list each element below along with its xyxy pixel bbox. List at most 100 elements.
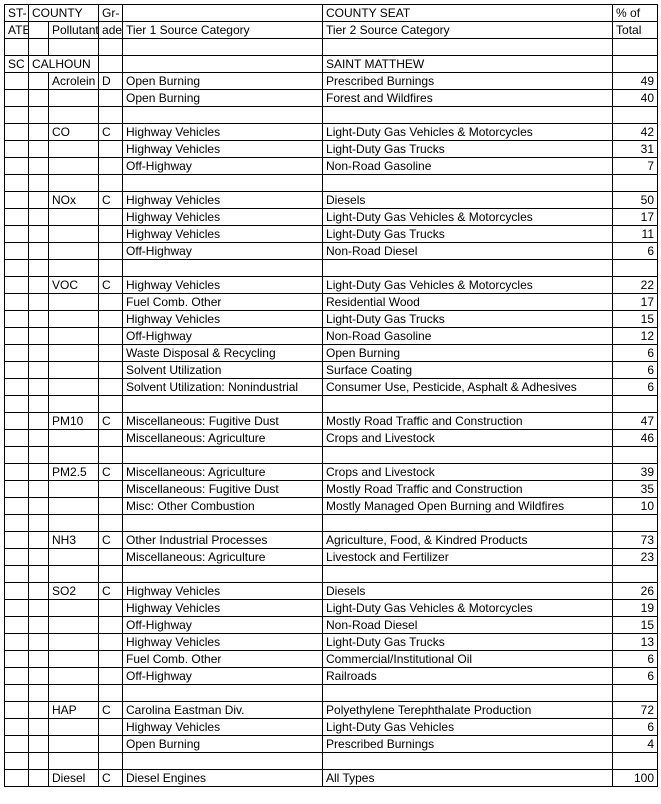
hdr-tier1: Tier 1 Source Category	[123, 22, 323, 39]
tier2-cell: Non-Road Diesel	[323, 617, 613, 634]
tier2-cell: Mostly Road Traffic and Construction	[323, 413, 613, 430]
hdr-county-seat: COUNTY SEAT	[323, 5, 613, 22]
county-seat-cell: SAINT MATTHEW	[323, 56, 613, 73]
pct-cell: 10	[613, 498, 658, 515]
tier1-cell: Highway Vehicles	[123, 719, 323, 736]
tier1-cell: Solvent Utilization: Nonindustrial	[123, 379, 323, 396]
tier1-cell: Fuel Comb. Other	[123, 651, 323, 668]
pct-cell: 26	[613, 583, 658, 600]
tier2-cell: Prescribed Burnings	[323, 73, 613, 90]
pollutant-cell: NOx	[49, 192, 99, 209]
tier2-cell: Railroads	[323, 668, 613, 685]
tier1-cell: Miscellaneous: Fugitive Dust	[123, 413, 323, 430]
tier1-cell: Solvent Utilization	[123, 362, 323, 379]
tier1-cell: Miscellaneous: Agriculture	[123, 430, 323, 447]
tier1-cell: Highway Vehicles	[123, 226, 323, 243]
tier2-cell: Crops and Livestock	[323, 464, 613, 481]
pct-cell: 6	[613, 719, 658, 736]
pollutant-cell: SO2	[49, 583, 99, 600]
tier1-cell: Diesel Engines	[123, 770, 323, 787]
tier2-cell: Forest and Wildfires	[323, 90, 613, 107]
pct-cell: 12	[613, 328, 658, 345]
pct-cell: 42	[613, 124, 658, 141]
pollutant-cell: CO	[49, 124, 99, 141]
grade-cell: C	[99, 464, 123, 481]
pollutant-cell: NH3	[49, 532, 99, 549]
pct-cell: 72	[613, 702, 658, 719]
pct-cell: 39	[613, 464, 658, 481]
hdr-tier2: Tier 2 Source Category	[323, 22, 613, 39]
tier1-cell: Highway Vehicles	[123, 277, 323, 294]
tier2-cell: Light-Duty Gas Vehicles & Motorcycles	[323, 600, 613, 617]
pollutant-cell: HAP	[49, 702, 99, 719]
tier1-cell: Highway Vehicles	[123, 192, 323, 209]
pct-cell: 6	[613, 668, 658, 685]
tier2-cell: Non-Road Gasoline	[323, 328, 613, 345]
pollutant-cell: PM10	[49, 413, 99, 430]
tier2-cell: Consumer Use, Pesticide, Asphalt & Adhes…	[323, 379, 613, 396]
pct-cell: 31	[613, 141, 658, 158]
pct-cell: 47	[613, 413, 658, 430]
hdr-state: ST-	[5, 5, 29, 22]
tier1-cell: Open Burning	[123, 90, 323, 107]
pct-cell: 6	[613, 243, 658, 260]
pct-cell: 35	[613, 481, 658, 498]
tier2-cell: Light-Duty Gas Vehicles	[323, 719, 613, 736]
grade-cell: C	[99, 124, 123, 141]
tier2-cell: Diesels	[323, 192, 613, 209]
tier2-cell: Light-Duty Gas Trucks	[323, 226, 613, 243]
grade-cell: C	[99, 702, 123, 719]
pct-cell: 23	[613, 549, 658, 566]
tier2-cell: Livestock and Fertilizer	[323, 549, 613, 566]
tier1-cell: Highway Vehicles	[123, 634, 323, 651]
tier2-cell: Polyethylene Terephthalate Production	[323, 702, 613, 719]
tier1-cell: Highway Vehicles	[123, 311, 323, 328]
pct-cell: 11	[613, 226, 658, 243]
pct-cell: 6	[613, 362, 658, 379]
tier1-cell: Highway Vehicles	[123, 124, 323, 141]
tier2-cell: Mostly Managed Open Burning and Wildfire…	[323, 498, 613, 515]
state-cell: SC	[5, 56, 29, 73]
pct-cell: 15	[613, 311, 658, 328]
tier2-cell: Diesels	[323, 583, 613, 600]
grade-cell: D	[99, 73, 123, 90]
pct-cell: 100	[613, 770, 658, 787]
tier1-cell: Open Burning	[123, 73, 323, 90]
grade-cell: C	[99, 532, 123, 549]
tier1-cell: Off-Highway	[123, 668, 323, 685]
pct-cell: 6	[613, 651, 658, 668]
tier1-cell: Waste Disposal & Recycling	[123, 345, 323, 362]
hdr-grade: Gr-	[99, 5, 123, 22]
grade-cell: C	[99, 192, 123, 209]
pct-cell: 17	[613, 209, 658, 226]
pct-cell: 6	[613, 379, 658, 396]
pct-cell: 6	[613, 345, 658, 362]
tier2-cell: Light-Duty Gas Trucks	[323, 634, 613, 651]
tier1-cell: Misc: Other Combustion	[123, 498, 323, 515]
hdr-pct: % of	[613, 5, 658, 22]
tier1-cell: Carolina Eastman Div.	[123, 702, 323, 719]
tier1-cell: Open Burning	[123, 736, 323, 753]
pct-cell: 73	[613, 532, 658, 549]
tier2-cell: Light-Duty Gas Vehicles & Motorcycles	[323, 277, 613, 294]
tier1-cell: Miscellaneous: Fugitive Dust	[123, 481, 323, 498]
tier2-cell: Non-Road Diesel	[323, 243, 613, 260]
tier2-cell: Agriculture, Food, & Kindred Products	[323, 532, 613, 549]
tier2-cell: Light-Duty Gas Vehicles & Motorcycles	[323, 124, 613, 141]
pct-cell: 40	[613, 90, 658, 107]
hdr-pollutant: Pollutant	[49, 22, 99, 39]
tier2-cell: Prescribed Burnings	[323, 736, 613, 753]
tier2-cell: Light-Duty Gas Vehicles & Motorcycles	[323, 209, 613, 226]
tier1-cell: Off-Highway	[123, 617, 323, 634]
tier1-cell: Off-Highway	[123, 158, 323, 175]
tier2-cell: Light-Duty Gas Trucks	[323, 311, 613, 328]
tier2-cell: All Types	[323, 770, 613, 787]
tier2-cell: Commercial/Institutional Oil	[323, 651, 613, 668]
tier1-cell: Highway Vehicles	[123, 209, 323, 226]
tier2-cell: Surface Coating	[323, 362, 613, 379]
tier1-cell: Miscellaneous: Agriculture	[123, 464, 323, 481]
pollutant-cell: PM2.5	[49, 464, 99, 481]
pollutant-cell: Diesel	[49, 770, 99, 787]
grade-cell: C	[99, 583, 123, 600]
tier1-cell: Highway Vehicles	[123, 583, 323, 600]
